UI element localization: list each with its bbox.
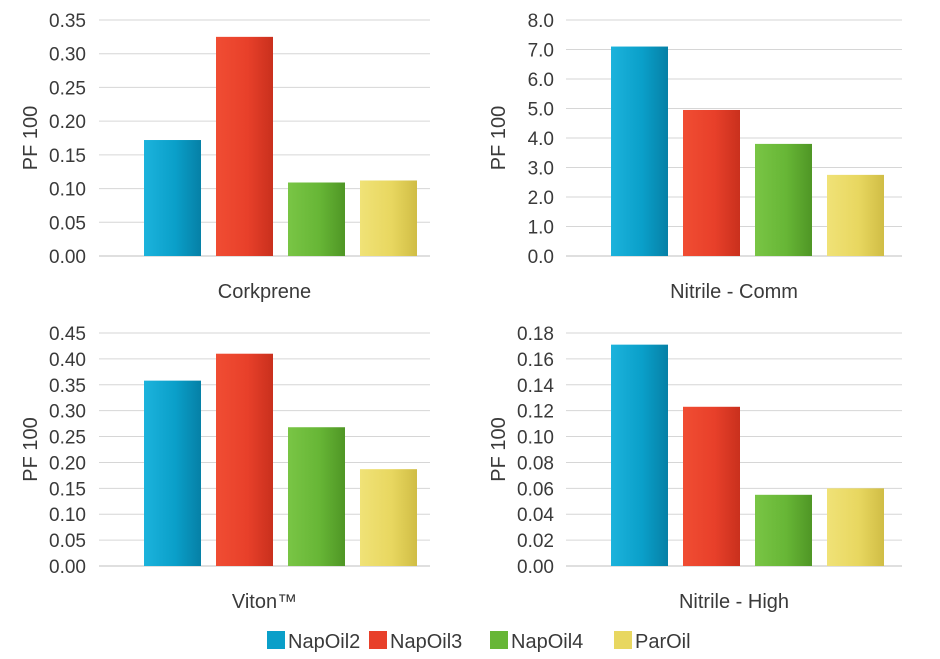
y-tick-label: 5.0 — [528, 100, 554, 121]
legend-swatch — [490, 631, 508, 649]
panel-title: Nitrile - Comm — [670, 281, 798, 303]
y-tick-label: 0.08 — [517, 453, 554, 474]
y-tick-label: 0.20 — [49, 112, 86, 133]
legend-label: ParOil — [635, 631, 691, 653]
y-tick-label: 0.10 — [49, 505, 86, 526]
legend-item-paroil: ParOil — [614, 631, 691, 653]
y-tick-label: 0.45 — [49, 324, 86, 345]
y-tick-label: 0.00 — [49, 247, 86, 268]
bar-napoil3 — [683, 406, 740, 566]
bar-napoil4 — [755, 494, 812, 566]
y-tick-label: 0.15 — [49, 146, 86, 167]
y-tick-label: 0.14 — [517, 376, 554, 397]
y-tick-label: 0.20 — [49, 453, 86, 474]
bar-napoil2 — [611, 344, 668, 566]
bar-paroil — [827, 174, 884, 256]
legend-label: NapOil2 — [288, 631, 360, 653]
y-tick-label: 0.10 — [49, 180, 86, 201]
y-tick-label: 0.25 — [49, 428, 86, 449]
chart-panel-3: 0.00 0.05 0.10 0.15 0.20 0.25 0.30 0.35 0.40 0.45… — [20, 324, 430, 613]
chart-panel-2: 0.0 1.0 2.0 3.0 4.0 5.0 6.0 7.0 8.0 PF 100 Nitrile… — [488, 11, 902, 303]
y-tick-label: 6.0 — [528, 70, 554, 91]
y-axis-title: PF 100 — [20, 106, 42, 170]
y-tick-label: 0.35 — [49, 376, 86, 397]
y-tick-label: 8.0 — [528, 11, 554, 32]
y-tick-label: 0.04 — [517, 505, 554, 526]
legend-swatch — [369, 631, 387, 649]
y-axis-title: PF 100 — [488, 106, 510, 170]
legend-item-napoil3: NapOil3 — [369, 631, 462, 653]
bar-paroil — [360, 180, 417, 256]
y-tick-label: 0.15 — [49, 479, 86, 500]
y-axis-title: PF 100 — [20, 417, 42, 481]
y-tick-label: 0.10 — [517, 428, 554, 449]
panel-title: Viton™ — [232, 591, 297, 613]
y-tick-label: 0.18 — [517, 324, 554, 345]
y-tick-label: 0.25 — [49, 78, 86, 99]
y-tick-label: 0.0 — [528, 247, 554, 268]
y-tick-label: 0.40 — [49, 350, 86, 371]
y-tick-label: 0.16 — [517, 350, 554, 371]
y-axis-title: PF 100 — [488, 417, 510, 481]
legend-label: NapOil3 — [390, 631, 462, 653]
legend-item-napoil2: NapOil2 — [267, 631, 360, 653]
y-tick-label: 0.00 — [517, 557, 554, 578]
chart-panel-4: 0.00 0.02 0.04 0.06 0.08 0.10 0.12 0.14 0.16 0.18… — [488, 324, 902, 613]
y-tick-label: 0.30 — [49, 402, 86, 423]
y-tick-label: 0.35 — [49, 11, 86, 32]
y-tick-label: 0.12 — [517, 402, 554, 423]
bar-napoil3 — [216, 353, 273, 566]
bar-napoil3 — [216, 36, 273, 256]
bar-napoil4 — [755, 143, 812, 256]
bar-napoil4 — [288, 182, 345, 256]
bar-napoil2 — [144, 140, 201, 256]
bar-napoil4 — [288, 427, 345, 566]
legend: NapOil2 NapOil3 NapOil4 ParOil — [267, 631, 691, 653]
bar-napoil2 — [144, 380, 201, 566]
y-tick-label: 0.02 — [517, 531, 554, 552]
bar-paroil — [827, 488, 884, 566]
panel-title: Nitrile - High — [679, 591, 789, 613]
y-tick-label: 0.00 — [49, 557, 86, 578]
y-tick-label: 7.0 — [528, 41, 554, 62]
y-tick-label: 2.0 — [528, 188, 554, 209]
legend-swatch — [267, 631, 285, 649]
y-tick-label: 0.05 — [49, 213, 86, 234]
bar-paroil — [360, 469, 417, 566]
bar-napoil2 — [611, 46, 668, 256]
y-tick-label: 0.05 — [49, 531, 86, 552]
panel-title: Corkprene — [218, 281, 311, 303]
chart-panel-1: 0.00 0.05 0.10 0.15 0.20 0.25 0.30 0.35 PF 100 Co… — [20, 11, 430, 303]
y-tick-label: 0.06 — [517, 479, 554, 500]
bar-napoil3 — [683, 109, 740, 256]
legend-item-napoil4: NapOil4 — [490, 631, 583, 653]
y-tick-label: 1.0 — [528, 218, 554, 239]
y-tick-label: 0.30 — [49, 45, 86, 66]
legend-label: NapOil4 — [511, 631, 583, 653]
y-tick-label: 4.0 — [528, 129, 554, 150]
y-tick-label: 3.0 — [528, 159, 554, 180]
legend-swatch — [614, 631, 632, 649]
